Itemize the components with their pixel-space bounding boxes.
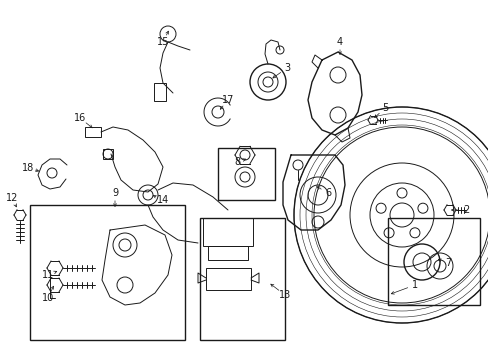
Bar — [203, 218, 252, 246]
Text: 1: 1 — [411, 280, 417, 290]
Text: 12: 12 — [6, 193, 18, 203]
Text: 11: 11 — [42, 270, 54, 280]
Text: 15: 15 — [157, 37, 169, 47]
Text: 3: 3 — [284, 63, 289, 73]
Text: 16: 16 — [74, 113, 86, 123]
Text: 10: 10 — [42, 293, 54, 303]
Text: 6: 6 — [324, 188, 330, 198]
Text: 18: 18 — [22, 163, 34, 173]
Bar — [218, 148, 274, 200]
Bar — [200, 218, 285, 340]
Text: 4: 4 — [336, 37, 343, 47]
Bar — [30, 205, 184, 340]
Bar — [154, 83, 165, 101]
Bar — [205, 268, 250, 290]
Bar — [85, 127, 101, 137]
Text: 2: 2 — [462, 205, 468, 215]
Text: 14: 14 — [157, 195, 169, 205]
Text: 8: 8 — [233, 157, 240, 167]
Text: 5: 5 — [381, 103, 387, 113]
Text: 7: 7 — [444, 258, 450, 268]
Text: 9: 9 — [112, 188, 118, 198]
Text: 13: 13 — [278, 290, 290, 300]
Bar — [103, 149, 113, 159]
Bar — [387, 218, 479, 305]
Bar — [207, 246, 247, 260]
Text: 17: 17 — [222, 95, 234, 105]
